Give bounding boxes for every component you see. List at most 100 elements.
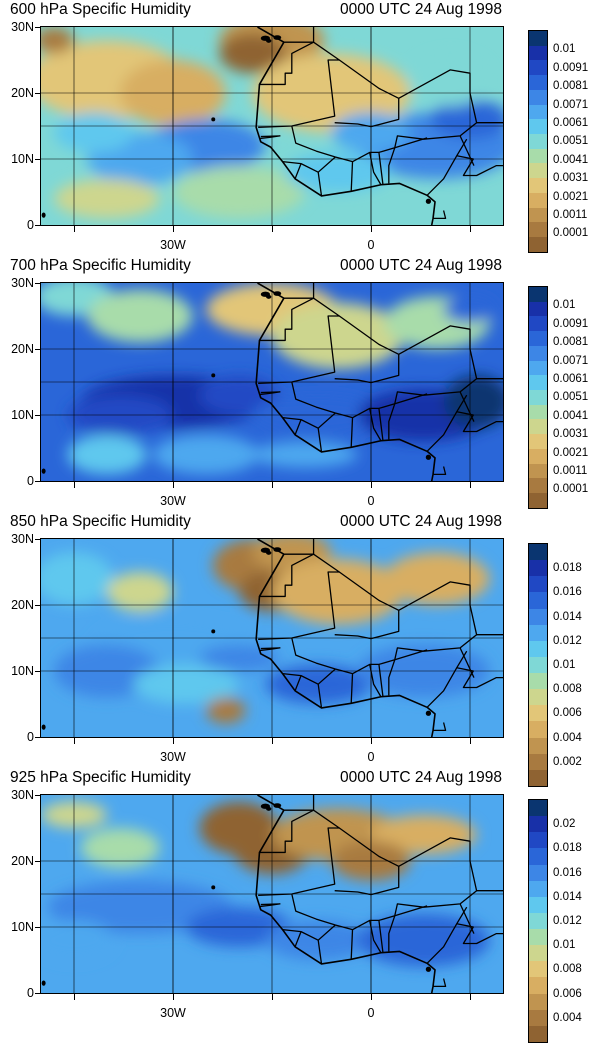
panel-title: 700 hPa Specific Humidity bbox=[10, 257, 191, 274]
humidity-contour-region bbox=[173, 165, 305, 219]
country-border bbox=[388, 915, 396, 952]
humidity-contour-region bbox=[410, 53, 490, 107]
colorbar-swatch bbox=[529, 945, 547, 962]
humidity-contour-region bbox=[67, 434, 147, 475]
colorbar-swatch bbox=[529, 977, 547, 995]
island bbox=[425, 198, 432, 204]
colorbar-label: 0.0021 bbox=[553, 190, 589, 203]
colorbar-swatch bbox=[529, 544, 547, 561]
longitude-label: 30W bbox=[160, 1006, 186, 1020]
island bbox=[425, 966, 432, 972]
colorbar-swatch bbox=[529, 390, 547, 406]
colorbar-swatch bbox=[529, 478, 547, 494]
colorbar-label: 0.014 bbox=[553, 610, 582, 623]
panel-timestamp: 0000 UTC 24 Aug 1998 bbox=[339, 1, 502, 18]
colorbar-swatch bbox=[529, 419, 547, 435]
country-border bbox=[426, 906, 468, 964]
island bbox=[211, 885, 216, 890]
latitude-label: 0 bbox=[27, 730, 34, 744]
colorbar-swatch bbox=[529, 993, 547, 1011]
colorbar-swatch bbox=[529, 961, 547, 978]
y-tick bbox=[35, 159, 41, 160]
country-border bbox=[388, 403, 396, 440]
country-border bbox=[283, 795, 315, 811]
y-tick bbox=[35, 93, 41, 94]
colorbar-label: 0.008 bbox=[553, 963, 582, 976]
humidity-contour-region bbox=[87, 289, 193, 343]
colorbar-swatch bbox=[529, 592, 547, 610]
x-tick bbox=[74, 994, 75, 1000]
country-border bbox=[459, 903, 475, 934]
longitude-label: 0 bbox=[367, 494, 375, 508]
country-border bbox=[283, 539, 315, 555]
country-border bbox=[258, 553, 340, 640]
colorbar-label: 0.012 bbox=[553, 634, 582, 647]
island bbox=[266, 38, 272, 43]
country-border bbox=[350, 417, 354, 448]
colorbar-swatch bbox=[529, 673, 547, 690]
latitude-label: 0 bbox=[27, 474, 34, 488]
coastline bbox=[255, 283, 436, 481]
country-border bbox=[334, 59, 400, 128]
country-border bbox=[350, 929, 354, 960]
island bbox=[425, 710, 432, 716]
colorbar-swatch bbox=[529, 301, 547, 317]
x-tick bbox=[371, 994, 372, 1000]
map-plot[interactable] bbox=[40, 538, 504, 738]
humidity-contour-region bbox=[54, 112, 134, 153]
colorbar-label: 0.0051 bbox=[553, 135, 589, 148]
country-border bbox=[433, 722, 447, 732]
colorbar-swatch bbox=[529, 689, 547, 706]
longitude-label: 30W bbox=[160, 750, 186, 764]
x-tick bbox=[173, 738, 174, 744]
y-tick bbox=[35, 225, 41, 226]
colorbar-swatch bbox=[529, 864, 547, 882]
colorbar-swatch bbox=[529, 178, 547, 194]
map-plot[interactable] bbox=[40, 794, 504, 994]
x-tick bbox=[74, 226, 75, 232]
country-border bbox=[350, 161, 354, 192]
country-border bbox=[369, 152, 382, 186]
colorbar-swatch bbox=[529, 880, 547, 898]
map-svg bbox=[41, 27, 503, 225]
y-tick bbox=[35, 283, 41, 284]
longitude-label: 0 bbox=[367, 750, 375, 764]
latitude-label: 30N bbox=[11, 532, 34, 546]
colorbar-swatch bbox=[529, 800, 547, 817]
panel-timestamp: 0000 UTC 24 Aug 1998 bbox=[339, 769, 502, 786]
country-border bbox=[291, 125, 395, 163]
colorbar-label: 0.0031 bbox=[553, 428, 589, 441]
colorbar-label: 0.006 bbox=[553, 707, 582, 720]
colorbar-swatch bbox=[529, 31, 547, 47]
latitude-label: 0 bbox=[27, 218, 34, 232]
country-border bbox=[378, 408, 384, 441]
colorbar-label: 0.0041 bbox=[553, 409, 589, 422]
colorbar-label: 0.002 bbox=[553, 755, 582, 768]
colorbar bbox=[528, 286, 548, 509]
x-tick bbox=[470, 226, 471, 232]
map-plot[interactable] bbox=[40, 282, 504, 482]
colorbar-label: 0.01 bbox=[553, 939, 576, 952]
country-border bbox=[334, 571, 400, 640]
colorbar-swatch bbox=[529, 769, 547, 787]
colorbar-label: 0.0091 bbox=[553, 317, 589, 330]
map-plot[interactable] bbox=[40, 26, 504, 226]
panel-4: 925 hPa Specific Humidity 0000 UTC 24 Aug… bbox=[0, 768, 600, 1043]
panel-2: 700 hPa Specific Humidity 0000 UTC 24 Aug… bbox=[0, 256, 600, 511]
colorbar-label: 0.0001 bbox=[553, 483, 589, 496]
colorbar-swatch bbox=[529, 89, 547, 106]
colorbar-label: 0.0071 bbox=[553, 354, 589, 367]
humidity-contour-region bbox=[371, 814, 477, 855]
humidity-contour-region bbox=[206, 697, 246, 724]
panel-timestamp: 0000 UTC 24 Aug 1998 bbox=[339, 513, 502, 530]
colorbar-label: 0.0081 bbox=[553, 80, 589, 93]
map-svg bbox=[41, 795, 503, 993]
country-border bbox=[433, 210, 447, 220]
colorbar-label: 0.01 bbox=[553, 659, 576, 671]
country-border bbox=[259, 297, 314, 342]
country-border bbox=[334, 827, 400, 896]
colorbar-label: 0.0021 bbox=[553, 446, 589, 459]
colorbar-swatch bbox=[529, 560, 547, 577]
colorbar-swatch bbox=[529, 493, 547, 509]
country-border bbox=[369, 408, 382, 442]
